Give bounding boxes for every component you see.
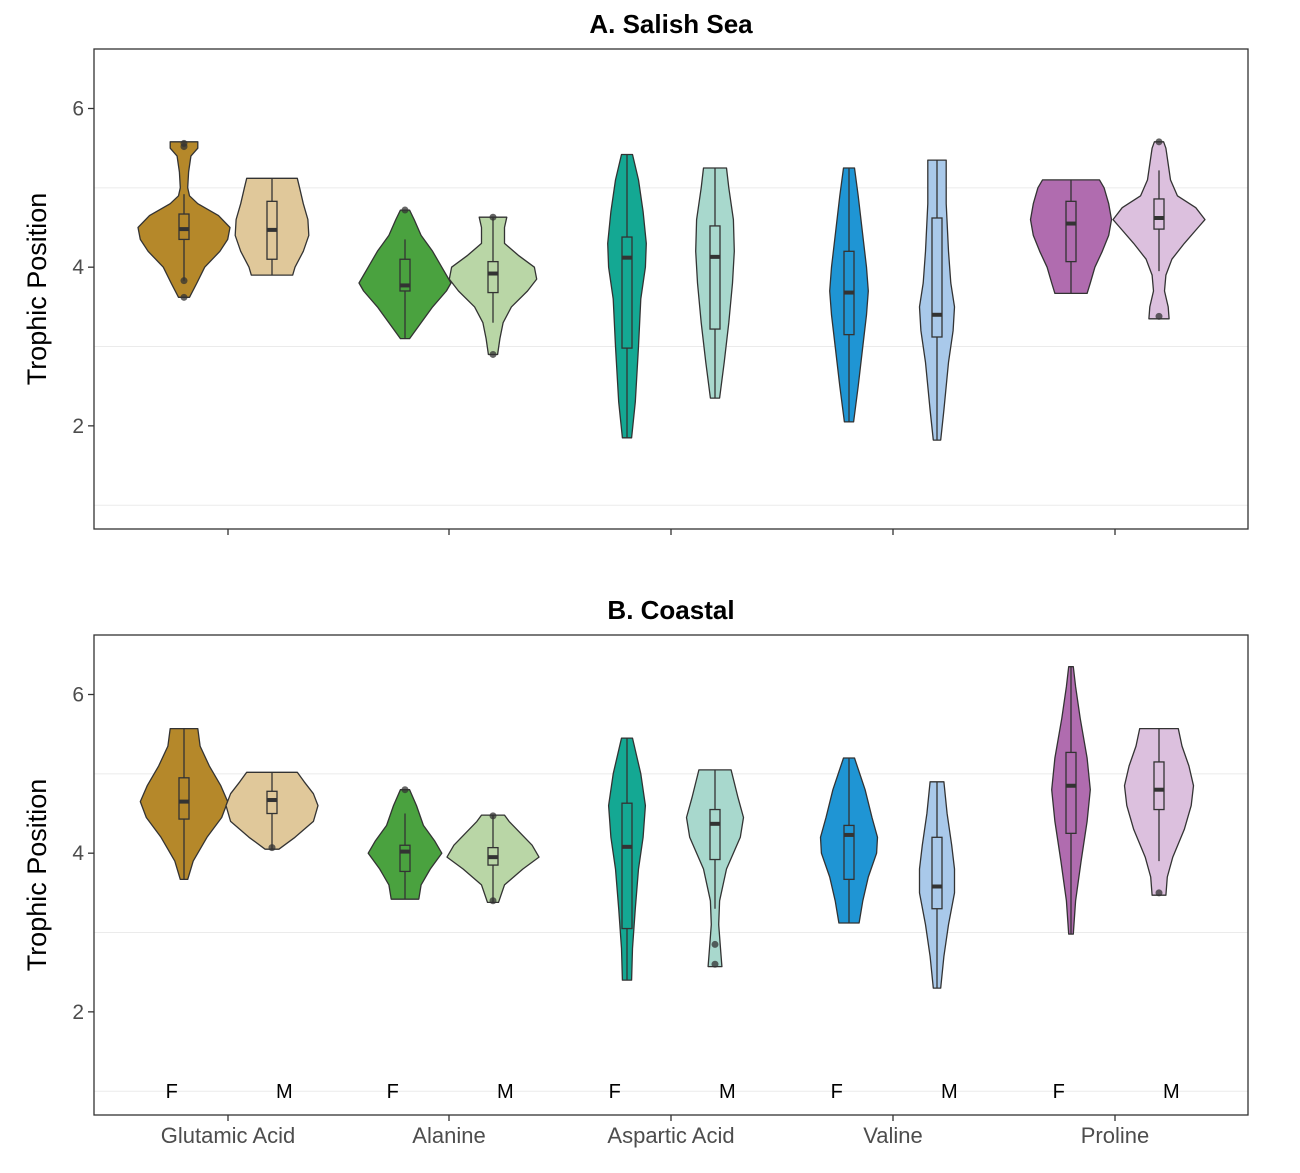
outlier-point bbox=[489, 213, 497, 221]
panel-a: A. Salish Sea Trophic Position 2 4 6 bbox=[22, 9, 1249, 535]
outlier-point bbox=[711, 940, 719, 948]
x-tick-label-proline: Proline bbox=[1081, 1123, 1149, 1148]
x-tick-label-glutamic-acid: Glutamic Acid bbox=[161, 1123, 296, 1148]
panel-b-x-ticks: Glutamic Acid Alanine Aspartic Acid Valine P… bbox=[161, 1115, 1149, 1148]
x-tick-label-aspartic-acid: Aspartic Acid bbox=[607, 1123, 734, 1148]
panel-b-y-tick-label: 4 bbox=[72, 842, 84, 865]
group-label-m: M bbox=[719, 1081, 736, 1103]
box-iqr bbox=[931, 836, 943, 910]
outlier-point bbox=[401, 206, 409, 214]
outlier-point bbox=[180, 293, 188, 301]
panel-a-x-ticks bbox=[227, 529, 1116, 535]
outlier-point bbox=[1155, 312, 1163, 320]
group-label-f: F bbox=[387, 1081, 399, 1103]
panel-b-title: B. Coastal bbox=[607, 595, 734, 625]
panel-a-y-tick-label: 6 bbox=[72, 98, 84, 121]
box-iqr bbox=[1153, 198, 1165, 230]
x-tick-label-valine: Valine bbox=[863, 1123, 923, 1148]
box-iqr bbox=[178, 777, 190, 820]
outlier-point bbox=[180, 277, 188, 285]
panel-a-y-axis-label: Trophic Position bbox=[22, 193, 52, 386]
panel-b-plot-background bbox=[94, 635, 1248, 1115]
panel-a-title: A. Salish Sea bbox=[589, 9, 753, 39]
box-iqr bbox=[266, 790, 278, 815]
box-iqr bbox=[399, 258, 411, 292]
box-iqr bbox=[178, 213, 190, 241]
box-iqr bbox=[709, 225, 721, 330]
violin-valine-m bbox=[918, 159, 956, 441]
panel-b-y-tick-label: 6 bbox=[72, 684, 84, 707]
violin-glutamic-acid-f bbox=[139, 727, 229, 881]
group-label-m: M bbox=[941, 1081, 958, 1103]
outlier-point bbox=[268, 844, 276, 852]
outlier-point bbox=[180, 139, 188, 147]
violin-proline-f bbox=[1029, 179, 1113, 295]
box-iqr bbox=[931, 217, 943, 338]
outlier-point bbox=[489, 350, 497, 358]
violin-valine-m bbox=[918, 781, 956, 989]
group-label-m: M bbox=[497, 1081, 514, 1103]
x-tick-label-alanine: Alanine bbox=[412, 1123, 485, 1148]
box-iqr bbox=[399, 844, 411, 873]
violin-alanine-f bbox=[358, 206, 452, 340]
box-iqr bbox=[1153, 761, 1165, 811]
box-iqr bbox=[621, 802, 633, 930]
violin-alanine-m bbox=[446, 812, 540, 905]
panel-b-violins bbox=[139, 666, 1195, 989]
panel-a-violins bbox=[137, 138, 1206, 441]
violin-proline-f bbox=[1051, 666, 1091, 935]
box-iqr bbox=[709, 808, 721, 861]
group-label-f: F bbox=[1053, 1081, 1065, 1103]
violin-alanine-f bbox=[367, 786, 443, 900]
box-iqr bbox=[1065, 200, 1077, 263]
outlier-point bbox=[711, 960, 719, 968]
group-label-f: F bbox=[831, 1081, 843, 1103]
panel-a-y-ticks: 2 4 6 bbox=[72, 98, 94, 438]
violin-valine-f bbox=[819, 757, 879, 924]
violin-glutamic-acid-m bbox=[225, 771, 319, 852]
violin-aspartic-acid-m bbox=[695, 167, 735, 399]
group-label-f: F bbox=[609, 1081, 621, 1103]
outlier-point bbox=[1155, 138, 1163, 146]
outlier-point bbox=[401, 786, 409, 794]
violin-proline-m bbox=[1123, 727, 1195, 897]
group-label-m: M bbox=[1163, 1081, 1180, 1103]
violin-glutamic-acid-m bbox=[234, 177, 310, 276]
violin-aspartic-acid-m bbox=[685, 769, 745, 968]
violin-glutamic-acid-f bbox=[137, 139, 231, 301]
panel-b: B. Coastal Trophic Position 2 4 6 F M F M F M F M… bbox=[22, 595, 1249, 1148]
violin-aspartic-acid-f bbox=[607, 153, 647, 439]
panel-a-y-tick-label: 2 bbox=[72, 415, 84, 438]
box-iqr bbox=[1065, 751, 1077, 834]
violin-aspartic-acid-f bbox=[607, 737, 647, 981]
box-iqr bbox=[621, 236, 633, 349]
outlier-point bbox=[489, 812, 497, 820]
group-label-f: F bbox=[166, 1081, 178, 1103]
outlier-point bbox=[1155, 889, 1163, 897]
box-iqr bbox=[843, 824, 855, 881]
panel-b-y-axis-label: Trophic Position bbox=[22, 779, 52, 972]
violin-valine-f bbox=[829, 167, 869, 423]
panel-a-y-tick-label: 4 bbox=[72, 256, 84, 279]
group-label-m: M bbox=[276, 1081, 293, 1103]
box-iqr bbox=[487, 260, 499, 294]
panel-b-y-tick-label: 2 bbox=[72, 1001, 84, 1024]
violin-proline-m bbox=[1112, 138, 1206, 320]
violin-alanine-m bbox=[448, 213, 538, 358]
outlier-point bbox=[489, 897, 497, 905]
panel-b-y-ticks: 2 4 6 bbox=[72, 684, 94, 1024]
